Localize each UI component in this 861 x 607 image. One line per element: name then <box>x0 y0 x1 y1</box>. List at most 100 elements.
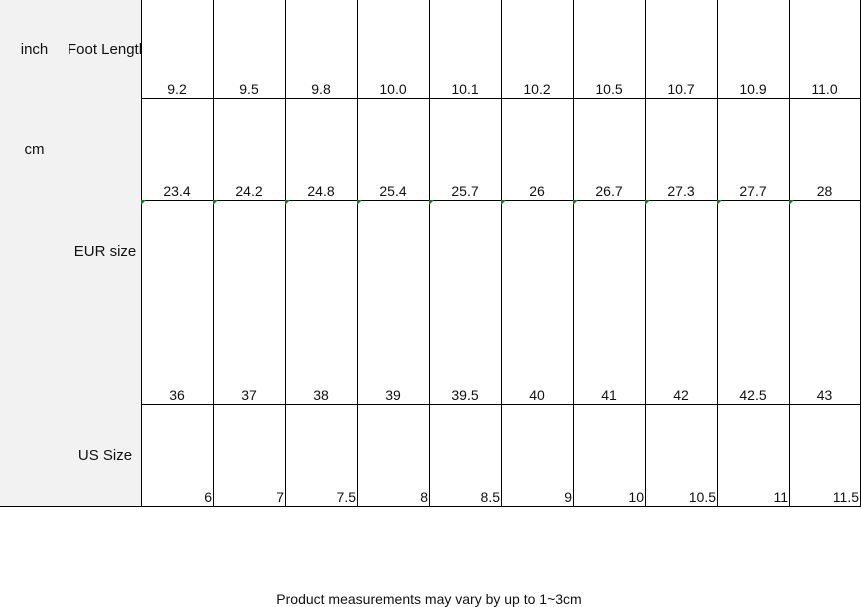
label-text: Foot Length <box>69 40 142 58</box>
value-cell: 10 <box>573 404 646 507</box>
label-cell: Foot Length <box>69 0 142 99</box>
cell-marker <box>501 200 506 205</box>
value-cell: 43 <box>789 200 861 405</box>
value-text: 10.1 <box>451 81 479 97</box>
value-text: 24.8 <box>307 183 335 199</box>
footnote: Product measurements may vary by up to 1… <box>276 591 582 607</box>
value-text: 27.3 <box>667 183 695 199</box>
unit-cell: inch <box>0 0 70 99</box>
value-text: 38 <box>313 387 329 403</box>
value-text: 10.2 <box>523 81 551 97</box>
value-cell: 11 <box>717 404 790 507</box>
label-cell <box>69 98 142 201</box>
unit-cell <box>0 302 70 405</box>
value-cell: 11.5 <box>789 404 861 507</box>
value-cell: 8 <box>357 404 430 507</box>
value-text: 10.5 <box>595 81 623 97</box>
value-text: 11 <box>773 489 788 505</box>
cell-marker <box>789 200 794 205</box>
value-cell: 27.7 <box>717 98 790 201</box>
value-cell: 10.7 <box>645 0 718 99</box>
value-cell: 10.9 <box>717 0 790 99</box>
value-text: 43 <box>816 387 833 403</box>
unit-cell <box>0 404 70 507</box>
value-text: 27.7 <box>739 183 767 199</box>
value-cell: 42 <box>645 200 718 405</box>
value-text: 28 <box>816 183 833 199</box>
value-text: 9 <box>564 489 572 505</box>
cell-marker <box>357 200 362 205</box>
value-cell: 10.5 <box>645 404 718 507</box>
value-text: 10.7 <box>667 81 695 97</box>
value-text: 42 <box>673 387 689 403</box>
value-text: 7.5 <box>336 489 356 505</box>
value-cell: 24.2 <box>213 98 286 201</box>
value-text: 8 <box>420 489 428 505</box>
value-text: 26.7 <box>595 183 623 199</box>
value-cell: 37 <box>213 200 286 405</box>
cell-marker <box>285 200 290 205</box>
value-text: 24.2 <box>235 183 263 199</box>
value-cell: 40 <box>501 200 574 405</box>
value-text: 6 <box>204 489 212 505</box>
value-text: 10.0 <box>379 81 407 97</box>
value-text: 10.5 <box>688 489 716 505</box>
value-cell: 39 <box>357 200 430 405</box>
value-cell: 23.4 <box>141 98 214 201</box>
value-text: 39 <box>385 387 401 403</box>
value-text: 10.9 <box>739 81 767 97</box>
value-text: 25.4 <box>379 183 407 199</box>
value-text: 26 <box>529 183 545 199</box>
unit-cell: cm <box>0 98 70 201</box>
value-text: 9.8 <box>311 81 331 97</box>
value-cell: 10.0 <box>357 0 430 99</box>
cell-marker <box>645 200 650 205</box>
value-text: 37 <box>241 387 257 403</box>
value-cell: 9.5 <box>213 0 286 99</box>
value-cell: 25.4 <box>357 98 430 201</box>
cell-marker <box>141 200 146 205</box>
value-cell: 39.5 <box>429 200 502 405</box>
value-cell: 41 <box>573 200 646 405</box>
value-text: 9.5 <box>239 81 259 97</box>
value-cell: 9.8 <box>285 0 358 99</box>
cell-marker <box>429 200 434 205</box>
value-cell: 36 <box>141 200 214 405</box>
value-cell: 10.5 <box>573 0 646 99</box>
value-cell: 28 <box>789 98 861 201</box>
value-text: 40 <box>529 387 545 403</box>
value-cell: 24.8 <box>285 98 358 201</box>
value-cell: 25.7 <box>429 98 502 201</box>
cell-marker <box>213 200 218 205</box>
value-text: 36 <box>169 387 185 403</box>
value-cell: 26.7 <box>573 98 646 201</box>
value-cell: 38 <box>285 200 358 405</box>
cell-marker <box>717 200 722 205</box>
value-cell: 26 <box>501 98 574 201</box>
value-cell: 9 <box>501 404 574 507</box>
value-cell: 10.2 <box>501 0 574 99</box>
value-text: 41 <box>601 387 617 403</box>
value-cell: 6 <box>141 404 214 507</box>
value-text: 7 <box>276 489 284 505</box>
value-text: 8.5 <box>480 489 500 505</box>
value-cell: 42.5 <box>717 200 790 405</box>
value-cell: 11.0 <box>789 0 861 99</box>
value-cell: 9.2 <box>141 0 214 99</box>
label-cell <box>69 302 142 405</box>
value-cell: 8.5 <box>429 404 502 507</box>
value-text: 11.5 <box>832 489 859 505</box>
value-cell: 7 <box>213 404 286 507</box>
label-cell: EUR size <box>69 200 142 303</box>
value-text: 11.0 <box>811 81 838 97</box>
value-text: 9.2 <box>167 81 187 97</box>
value-cell: 27.3 <box>645 98 718 201</box>
value-text: 23.4 <box>163 183 191 199</box>
cell-marker <box>573 200 578 205</box>
value-cell: 10.1 <box>429 0 502 99</box>
label-cell: US Size <box>69 404 142 507</box>
value-text: 10 <box>628 489 644 505</box>
value-text: 25.7 <box>451 183 479 199</box>
value-cell: 7.5 <box>285 404 358 507</box>
